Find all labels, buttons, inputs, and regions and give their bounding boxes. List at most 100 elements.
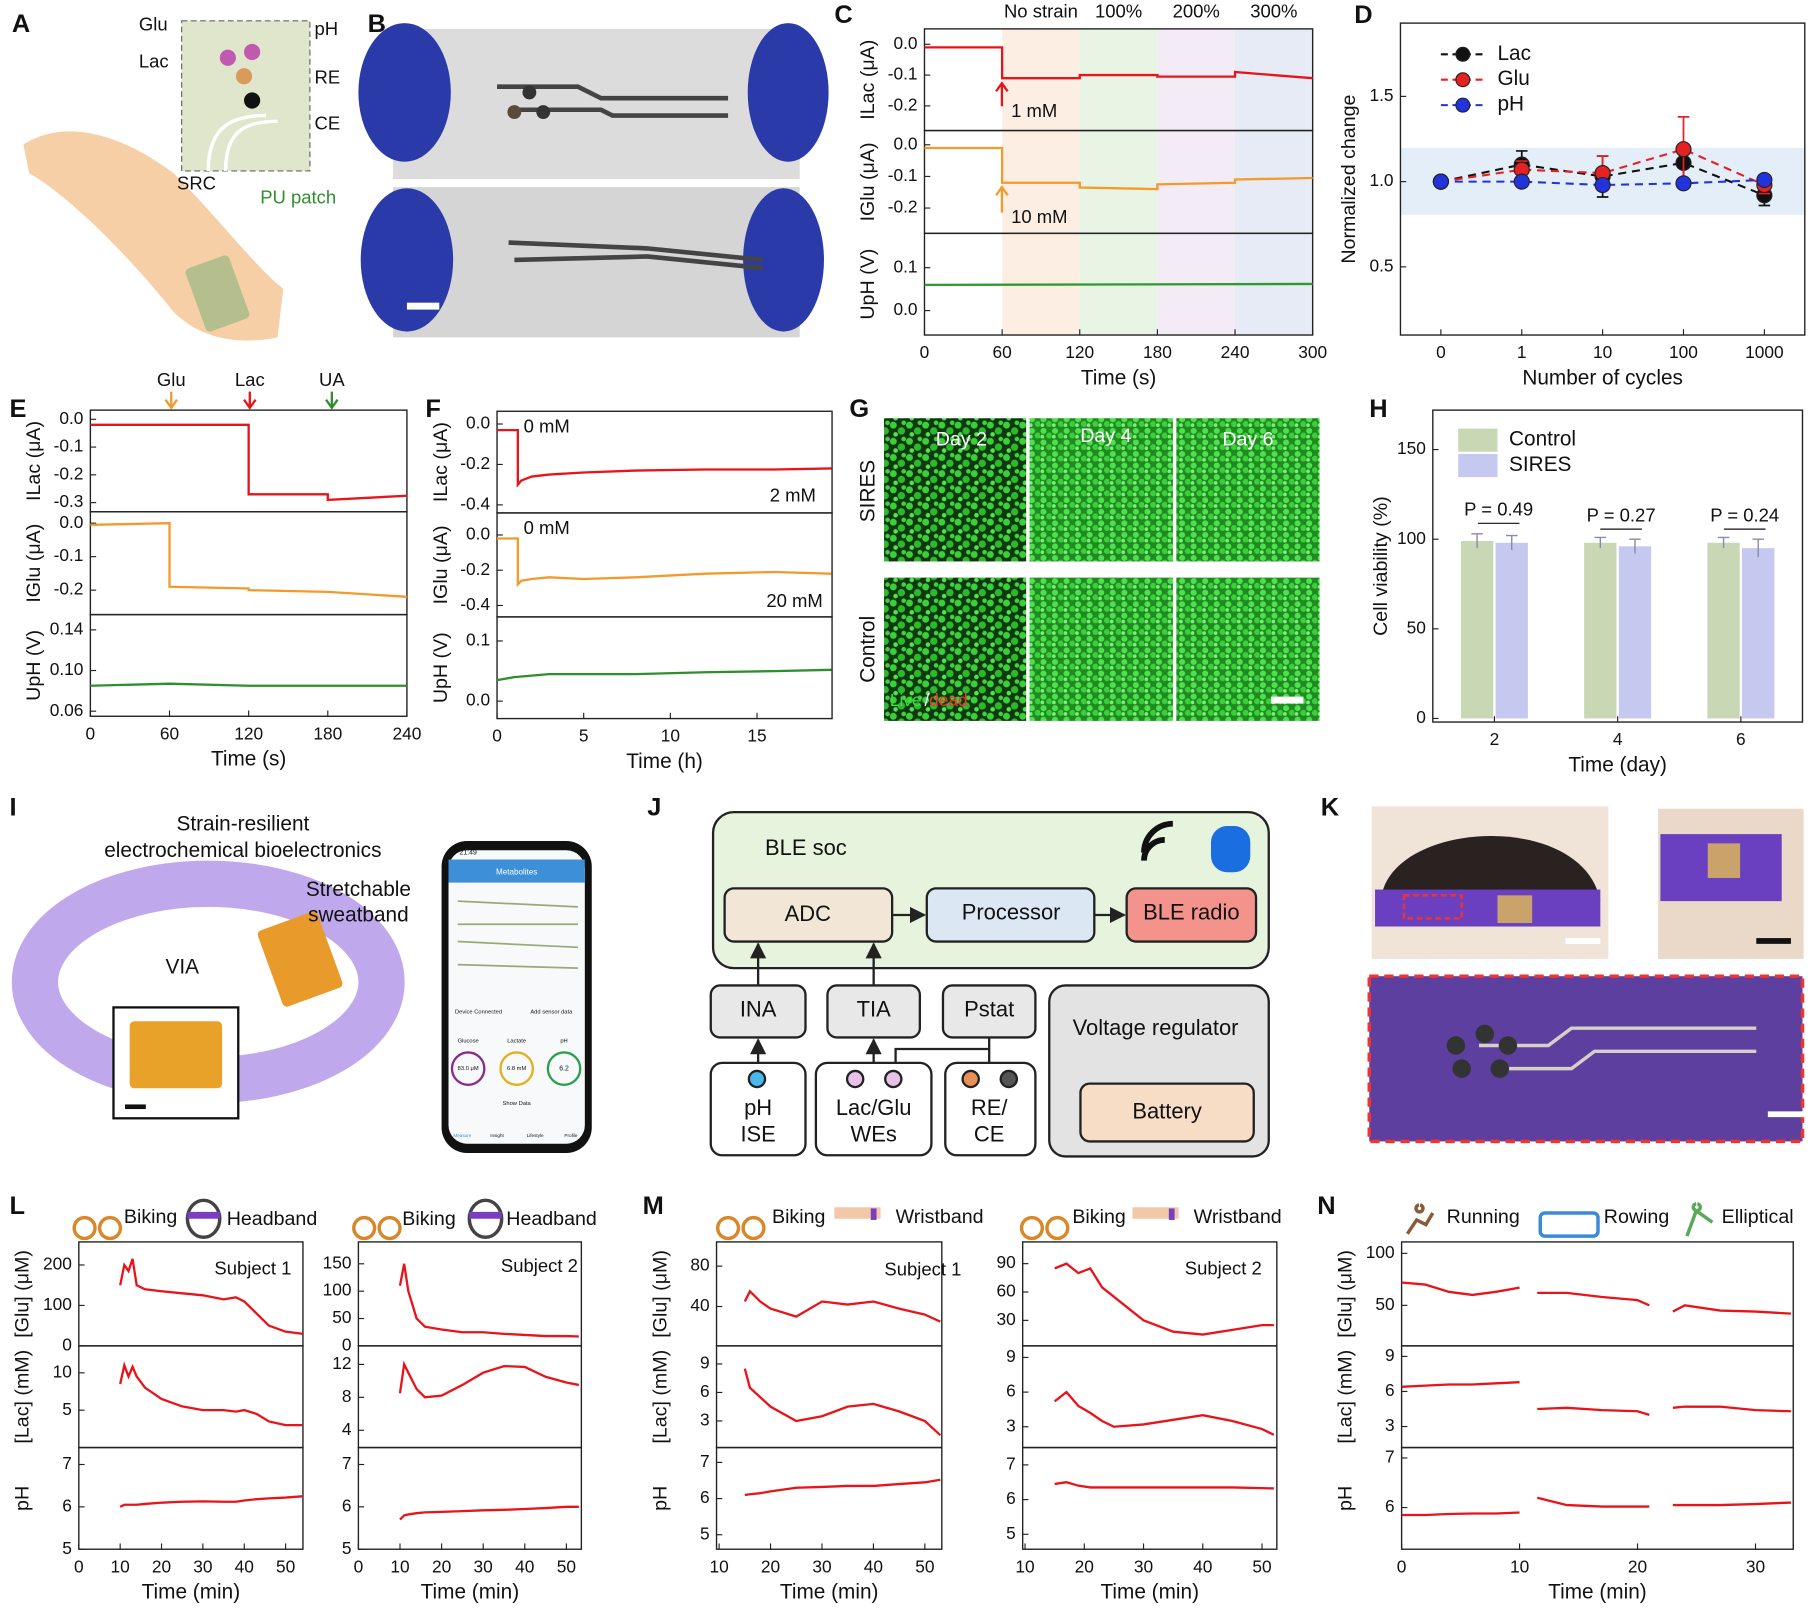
a-label: CE <box>315 113 341 134</box>
data-line <box>744 1478 941 1497</box>
y-axis-title: ILac (μA) <box>23 421 45 501</box>
block-label: WEs <box>850 1121 896 1146</box>
y-tick-label: -0.2 <box>460 453 490 473</box>
plot-frame <box>78 1446 304 1550</box>
y-tick-label: 9 <box>1385 1345 1395 1365</box>
activity-label: Elliptical <box>1722 1206 1794 1228</box>
event-arrow <box>243 391 257 410</box>
x-tick-label: 0 <box>1436 342 1446 362</box>
block-label: RE/ <box>971 1095 1008 1120</box>
x-tick-label: 300 <box>1298 342 1327 362</box>
a-label: Lac <box>139 50 169 71</box>
data-line <box>743 1368 942 1437</box>
event-label: UA <box>319 369 345 390</box>
x-tick-label: 50 <box>1252 1556 1271 1576</box>
y-tick-label: 0 <box>62 1334 72 1354</box>
block-label: Battery <box>1132 1098 1202 1123</box>
x-tick-label: 10 <box>1015 1556 1034 1576</box>
panel-label: B <box>368 10 386 38</box>
panel-k-photos <box>1367 806 1810 1144</box>
region-label: 300% <box>1250 1 1297 22</box>
app-text: 21:49 <box>459 849 476 856</box>
y-tick-label: 100 <box>1366 1242 1395 1262</box>
legend-swatch <box>1458 428 1498 452</box>
i-label: electrochemical bioelectronics <box>104 839 381 862</box>
activity-label: Biking <box>1072 1206 1125 1228</box>
data-line <box>1401 1496 1791 1517</box>
y-tick-label: 6 <box>342 1495 352 1515</box>
error-bar <box>1471 533 1483 549</box>
block-label: pH <box>744 1095 772 1120</box>
annotation: P = 0.27 <box>1587 504 1656 525</box>
a-label: RE <box>315 66 341 87</box>
y-tick-label: 0.0 <box>893 299 917 319</box>
y-tick-label: 0 <box>1416 707 1426 727</box>
stain-label: dead <box>929 690 968 710</box>
data-line <box>1440 178 1765 187</box>
y-axis-title: UpH (V) <box>857 249 879 320</box>
app-text: Insight <box>490 1133 504 1138</box>
plot-frame <box>715 1345 943 1449</box>
bar <box>1584 542 1617 719</box>
y-tick-label: 7 <box>1385 1447 1395 1467</box>
data-line <box>90 423 407 502</box>
annotation-arrow <box>995 185 1009 213</box>
a-label: Glu <box>139 13 168 34</box>
y-tick-label: -0.4 <box>460 493 490 513</box>
y-tick-label: 6 <box>700 1487 710 1507</box>
data-line <box>90 682 407 687</box>
panel-j-diagram <box>709 811 1270 1158</box>
x-tick-label: 50 <box>915 1556 934 1576</box>
y-tick-label: -0.1 <box>54 545 84 565</box>
x-tick-label: 40 <box>235 1556 254 1576</box>
y-tick-label: 150 <box>1397 438 1426 458</box>
region-label: 100% <box>1095 1 1142 22</box>
data-line <box>399 1505 579 1521</box>
x-tick-label: 100 <box>1669 342 1698 362</box>
data-line <box>743 1289 941 1323</box>
y-tick-label: 5 <box>62 1399 72 1419</box>
data-point <box>1594 176 1611 194</box>
y-tick-label: 6 <box>1006 1381 1016 1401</box>
block-label: ISE <box>740 1121 775 1146</box>
x-tick-label: 30 <box>1134 1556 1153 1576</box>
i-label: Strain-resilient <box>176 812 309 835</box>
y-tick-label: 0.0 <box>466 524 490 544</box>
data-line <box>1053 1390 1275 1436</box>
activity-label: Wristband <box>1194 1206 1282 1228</box>
panel-label: I <box>10 793 17 821</box>
y-axis-title: Normalized change <box>1338 94 1360 263</box>
x-tick-label: 1000 <box>1745 342 1784 362</box>
y-axis-title: pH <box>12 1486 34 1511</box>
block-label: ADC <box>785 901 831 926</box>
app-text: Lactate <box>507 1038 526 1044</box>
x-tick-label: 20 <box>1075 1556 1094 1576</box>
x-tick-label: 10 <box>1593 342 1612 362</box>
block-label: Lac/Glu <box>836 1095 912 1120</box>
annotation: Subject 2 <box>501 1255 578 1276</box>
activity-label: Biking <box>402 1208 455 1230</box>
x-tick-label: 60 <box>160 723 179 743</box>
day-label: Day 2 <box>936 428 987 450</box>
legend-label: SIRES <box>1509 453 1571 476</box>
y-tick-label: 100 <box>323 1280 352 1300</box>
y-tick-label: -0.1 <box>888 165 918 185</box>
x-tick-label: 10 <box>709 1556 728 1576</box>
y-tick-label: 1.5 <box>1369 85 1393 105</box>
bar <box>1707 542 1740 719</box>
plot-frame <box>715 1446 943 1550</box>
block-label: INA <box>740 997 777 1022</box>
x-tick-label: 120 <box>1065 342 1094 362</box>
x-tick-label: 10 <box>390 1556 409 1576</box>
y-tick-label: -0.2 <box>460 559 490 579</box>
y-tick-label: -0.1 <box>888 64 918 84</box>
data-line <box>924 46 1313 80</box>
y-tick-label: 7 <box>62 1453 72 1473</box>
y-axis-title: pH <box>649 1486 671 1511</box>
data-line <box>496 668 832 682</box>
x-tick-label: 30 <box>812 1556 831 1576</box>
a-label: pH <box>315 18 339 39</box>
panel-label: L <box>10 1192 26 1220</box>
y-tick-label: 0.1 <box>893 256 917 276</box>
x-tick-label: 0 <box>74 1556 84 1576</box>
